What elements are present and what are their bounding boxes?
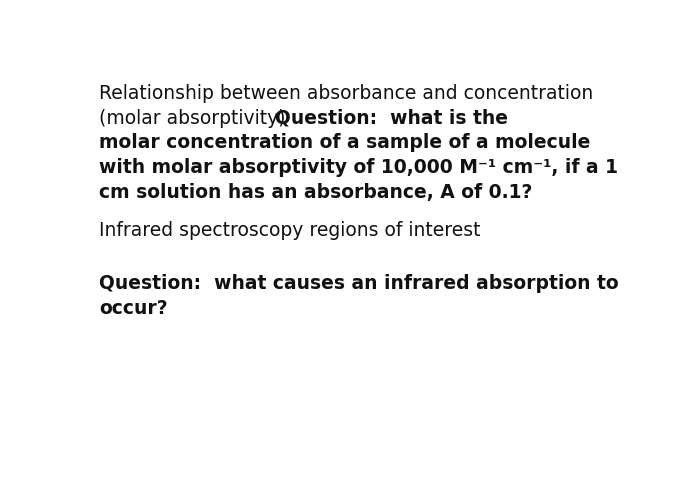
Text: (molar absorptivity): (molar absorptivity): [99, 109, 334, 128]
Text: molar concentration of a sample of a molecule: molar concentration of a sample of a mol…: [99, 133, 591, 153]
Text: Question:  what causes an infrared absorption to: Question: what causes an infrared absorp…: [99, 274, 619, 293]
Text: occur?: occur?: [99, 299, 168, 318]
Text: with molar absorptivity of 10,000 M⁻¹ cm⁻¹, if a 1: with molar absorptivity of 10,000 M⁻¹ cm…: [99, 158, 618, 177]
Text: Question:  what is the: Question: what is the: [274, 109, 508, 128]
Text: cm solution has an absorbance, A of 0.1?: cm solution has an absorbance, A of 0.1?: [99, 183, 533, 202]
Text: Infrared spectroscopy regions of interest: Infrared spectroscopy regions of interes…: [99, 221, 481, 240]
Text: Relationship between absorbance and concentration: Relationship between absorbance and conc…: [99, 84, 594, 103]
